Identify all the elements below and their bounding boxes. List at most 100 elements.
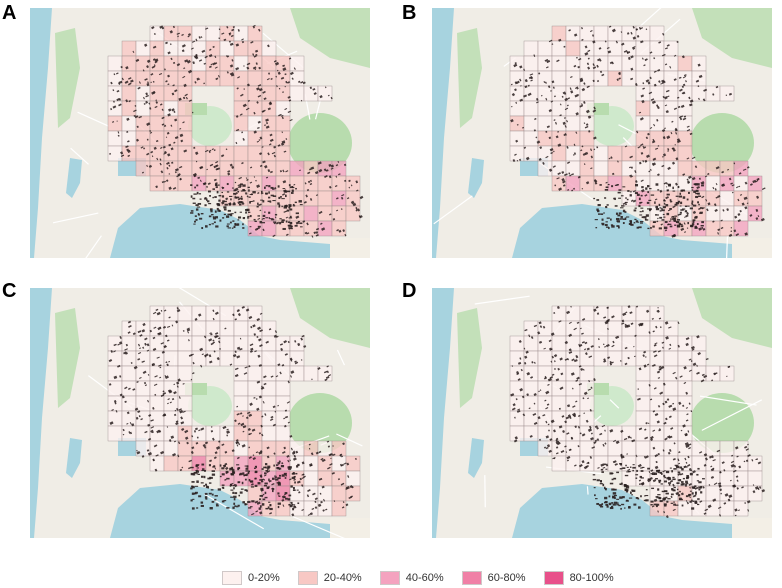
building (651, 162, 657, 166)
building (696, 473, 699, 476)
grid-cell (509, 55, 525, 72)
grid-cell (635, 365, 651, 382)
building (275, 375, 279, 378)
building (164, 375, 169, 380)
building (212, 196, 214, 199)
building (283, 210, 288, 213)
building (667, 451, 671, 455)
building (511, 105, 513, 108)
building (289, 186, 294, 189)
building (682, 75, 687, 79)
building (121, 77, 124, 81)
building (592, 79, 595, 83)
grid-cell (635, 335, 651, 352)
building (219, 347, 221, 350)
building (620, 31, 623, 33)
building (603, 316, 607, 319)
building (200, 504, 204, 507)
building (622, 218, 626, 220)
building (609, 362, 613, 366)
building (587, 388, 591, 391)
building (696, 183, 698, 185)
building (752, 484, 755, 486)
building (649, 76, 652, 80)
building (677, 105, 681, 109)
building (730, 182, 733, 185)
building (570, 372, 575, 376)
building (633, 209, 637, 212)
grid-cell (593, 350, 609, 367)
building (557, 367, 560, 371)
building (273, 452, 276, 455)
building (672, 371, 676, 375)
building (610, 472, 614, 475)
building (641, 189, 645, 193)
building (638, 367, 642, 371)
building (682, 477, 685, 480)
building (275, 478, 279, 481)
building (679, 498, 683, 501)
building (335, 164, 339, 167)
grid-cell (289, 485, 305, 502)
building (146, 65, 149, 69)
building (664, 437, 668, 441)
building (550, 419, 555, 424)
building (289, 221, 293, 225)
building (278, 205, 281, 208)
building (134, 115, 139, 119)
building (647, 208, 649, 210)
building (153, 64, 156, 67)
building (552, 165, 556, 168)
building (252, 191, 256, 194)
building (256, 336, 259, 339)
building (278, 474, 282, 477)
building (135, 138, 139, 142)
building (558, 38, 562, 42)
building (529, 435, 533, 438)
building (524, 85, 528, 89)
building (278, 196, 281, 200)
building (647, 132, 650, 136)
building (614, 463, 618, 466)
bay (512, 484, 772, 538)
building (589, 408, 592, 412)
building (580, 27, 584, 30)
building (626, 32, 630, 35)
building (612, 492, 617, 495)
building (699, 500, 703, 503)
building (609, 507, 614, 510)
building (658, 365, 662, 369)
building (603, 463, 606, 466)
building (620, 216, 623, 218)
building (258, 451, 263, 455)
building (289, 119, 293, 122)
building (658, 317, 662, 320)
building (523, 68, 525, 71)
building (248, 478, 251, 482)
building (113, 400, 117, 403)
building (698, 486, 702, 489)
building (212, 341, 216, 344)
building (651, 317, 654, 320)
building (256, 140, 260, 143)
building (630, 31, 633, 35)
building (158, 73, 163, 76)
building (330, 457, 332, 460)
building (717, 482, 722, 485)
building (677, 321, 680, 325)
building (217, 74, 220, 78)
building (284, 415, 289, 419)
building (589, 456, 593, 459)
grid-cell (107, 425, 123, 442)
building (246, 411, 251, 415)
grid-cell (121, 425, 137, 442)
building (151, 91, 156, 95)
building (277, 477, 281, 480)
building (234, 367, 239, 371)
building (616, 78, 619, 81)
building (697, 201, 699, 204)
building (276, 335, 279, 338)
building (632, 199, 637, 203)
building (737, 219, 742, 223)
building (604, 442, 607, 445)
